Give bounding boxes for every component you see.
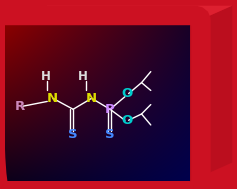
Text: P: P [105, 103, 115, 116]
Polygon shape [190, 6, 232, 181]
Text: S: S [68, 128, 78, 141]
Text: S: S [105, 128, 115, 141]
Text: N: N [47, 92, 58, 105]
Text: N: N [86, 92, 97, 105]
Text: H: H [41, 70, 50, 83]
Text: R: R [14, 100, 25, 113]
Text: O: O [121, 114, 132, 127]
Text: H: H [77, 70, 87, 83]
Text: O: O [121, 87, 132, 100]
Polygon shape [5, 6, 232, 25]
